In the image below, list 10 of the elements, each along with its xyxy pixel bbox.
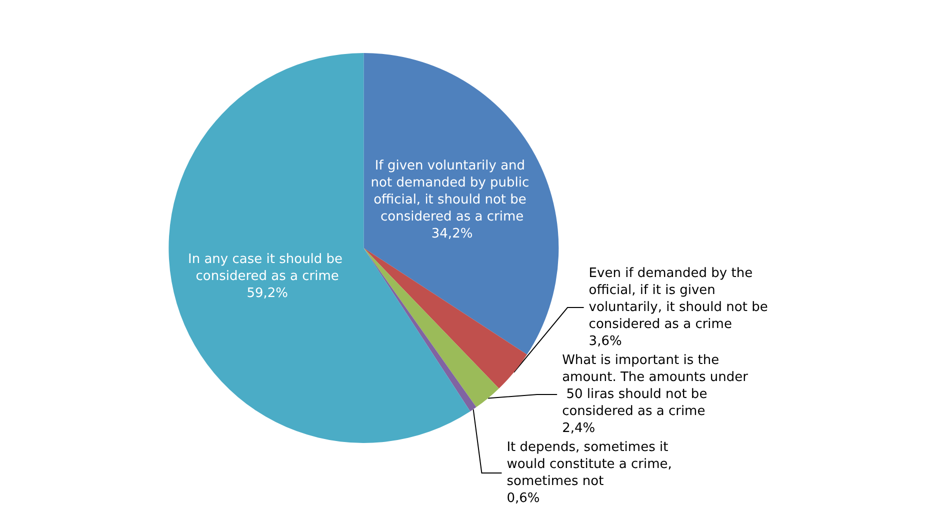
slice-label: What is important is the amount. The amounts under 50 liras should not be considered as a crime: [562, 353, 749, 419]
slice-label: If given voluntarily and not demanded by public official, it should not be considered as a crime: [370, 158, 534, 225]
data-label: 59,2%: [246, 286, 288, 302]
slice-label: Even if demanded by the official, if it is given voluntarily, it should not be considered as a crime: [588, 266, 772, 332]
data-label: 34,2%: [431, 226, 473, 242]
data-label: 0,6%: [506, 491, 540, 506]
data-label: 2,4%: [562, 421, 596, 436]
slice-label: In any case it should be considered as a crime: [188, 252, 347, 284]
data-label: 3,6%: [588, 334, 622, 349]
slice-label: It depends, sometimes it would constitute a crime, sometimes not: [506, 440, 676, 489]
